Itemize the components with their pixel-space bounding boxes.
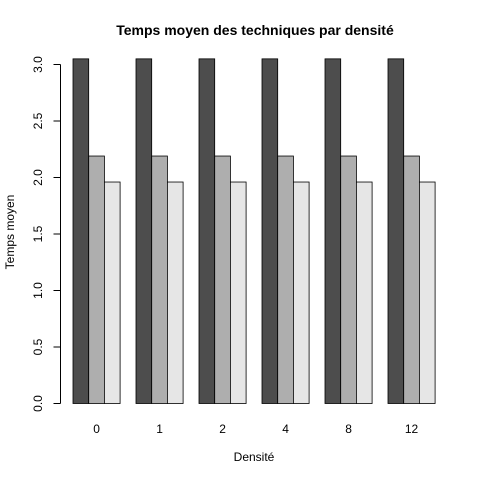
bar-8-2 — [340, 155, 357, 404]
bars-group — [72, 58, 436, 404]
y-axis-label: Temps moyen — [3, 195, 17, 270]
x-tick-label: 0 — [93, 422, 100, 436]
bar-4-3 — [292, 181, 310, 404]
y-tick-label: 0.0 — [31, 395, 45, 412]
bar-1-3 — [166, 181, 184, 404]
bar-4-2 — [277, 155, 294, 404]
bar-8-1 — [324, 58, 342, 404]
bar-2-1 — [198, 58, 216, 404]
bar-0-2 — [88, 155, 105, 404]
y-tick-label: 1.5 — [31, 225, 45, 242]
y-tick-label: 2.5 — [31, 112, 45, 129]
x-tick-label: 1 — [156, 422, 163, 436]
x-tick-label: 8 — [345, 422, 352, 436]
bar-2-3 — [229, 181, 247, 404]
chart-title: Temps moyen des techniques par densité — [116, 22, 394, 38]
x-tick-label: 2 — [219, 422, 226, 436]
bar-4-1 — [261, 58, 279, 404]
bar-1-2 — [151, 155, 168, 404]
y-tick-label: 0.5 — [31, 338, 45, 355]
bar-0-3 — [104, 181, 121, 404]
bar-12-1 — [387, 58, 405, 404]
bar-1-1 — [135, 58, 153, 404]
bar-8-3 — [355, 181, 373, 404]
y-axis: 0.0 0.5 1.0 1.5 2.0 2.5 3.0 — [31, 56, 61, 412]
x-tick-label: 12 — [405, 422, 419, 436]
x-axis-labels: 0 1 2 4 8 12 — [93, 422, 418, 436]
bar-0-1 — [72, 58, 90, 404]
x-axis-label: Densité — [234, 450, 275, 464]
bar-12-2 — [403, 155, 420, 404]
y-tick-label: 3.0 — [31, 56, 45, 73]
bar-12-3 — [418, 181, 436, 404]
y-tick-label: 1.0 — [31, 282, 45, 299]
bar-2-2 — [214, 155, 231, 404]
x-tick-label: 4 — [282, 422, 289, 436]
y-tick-label: 2.0 — [31, 169, 45, 186]
